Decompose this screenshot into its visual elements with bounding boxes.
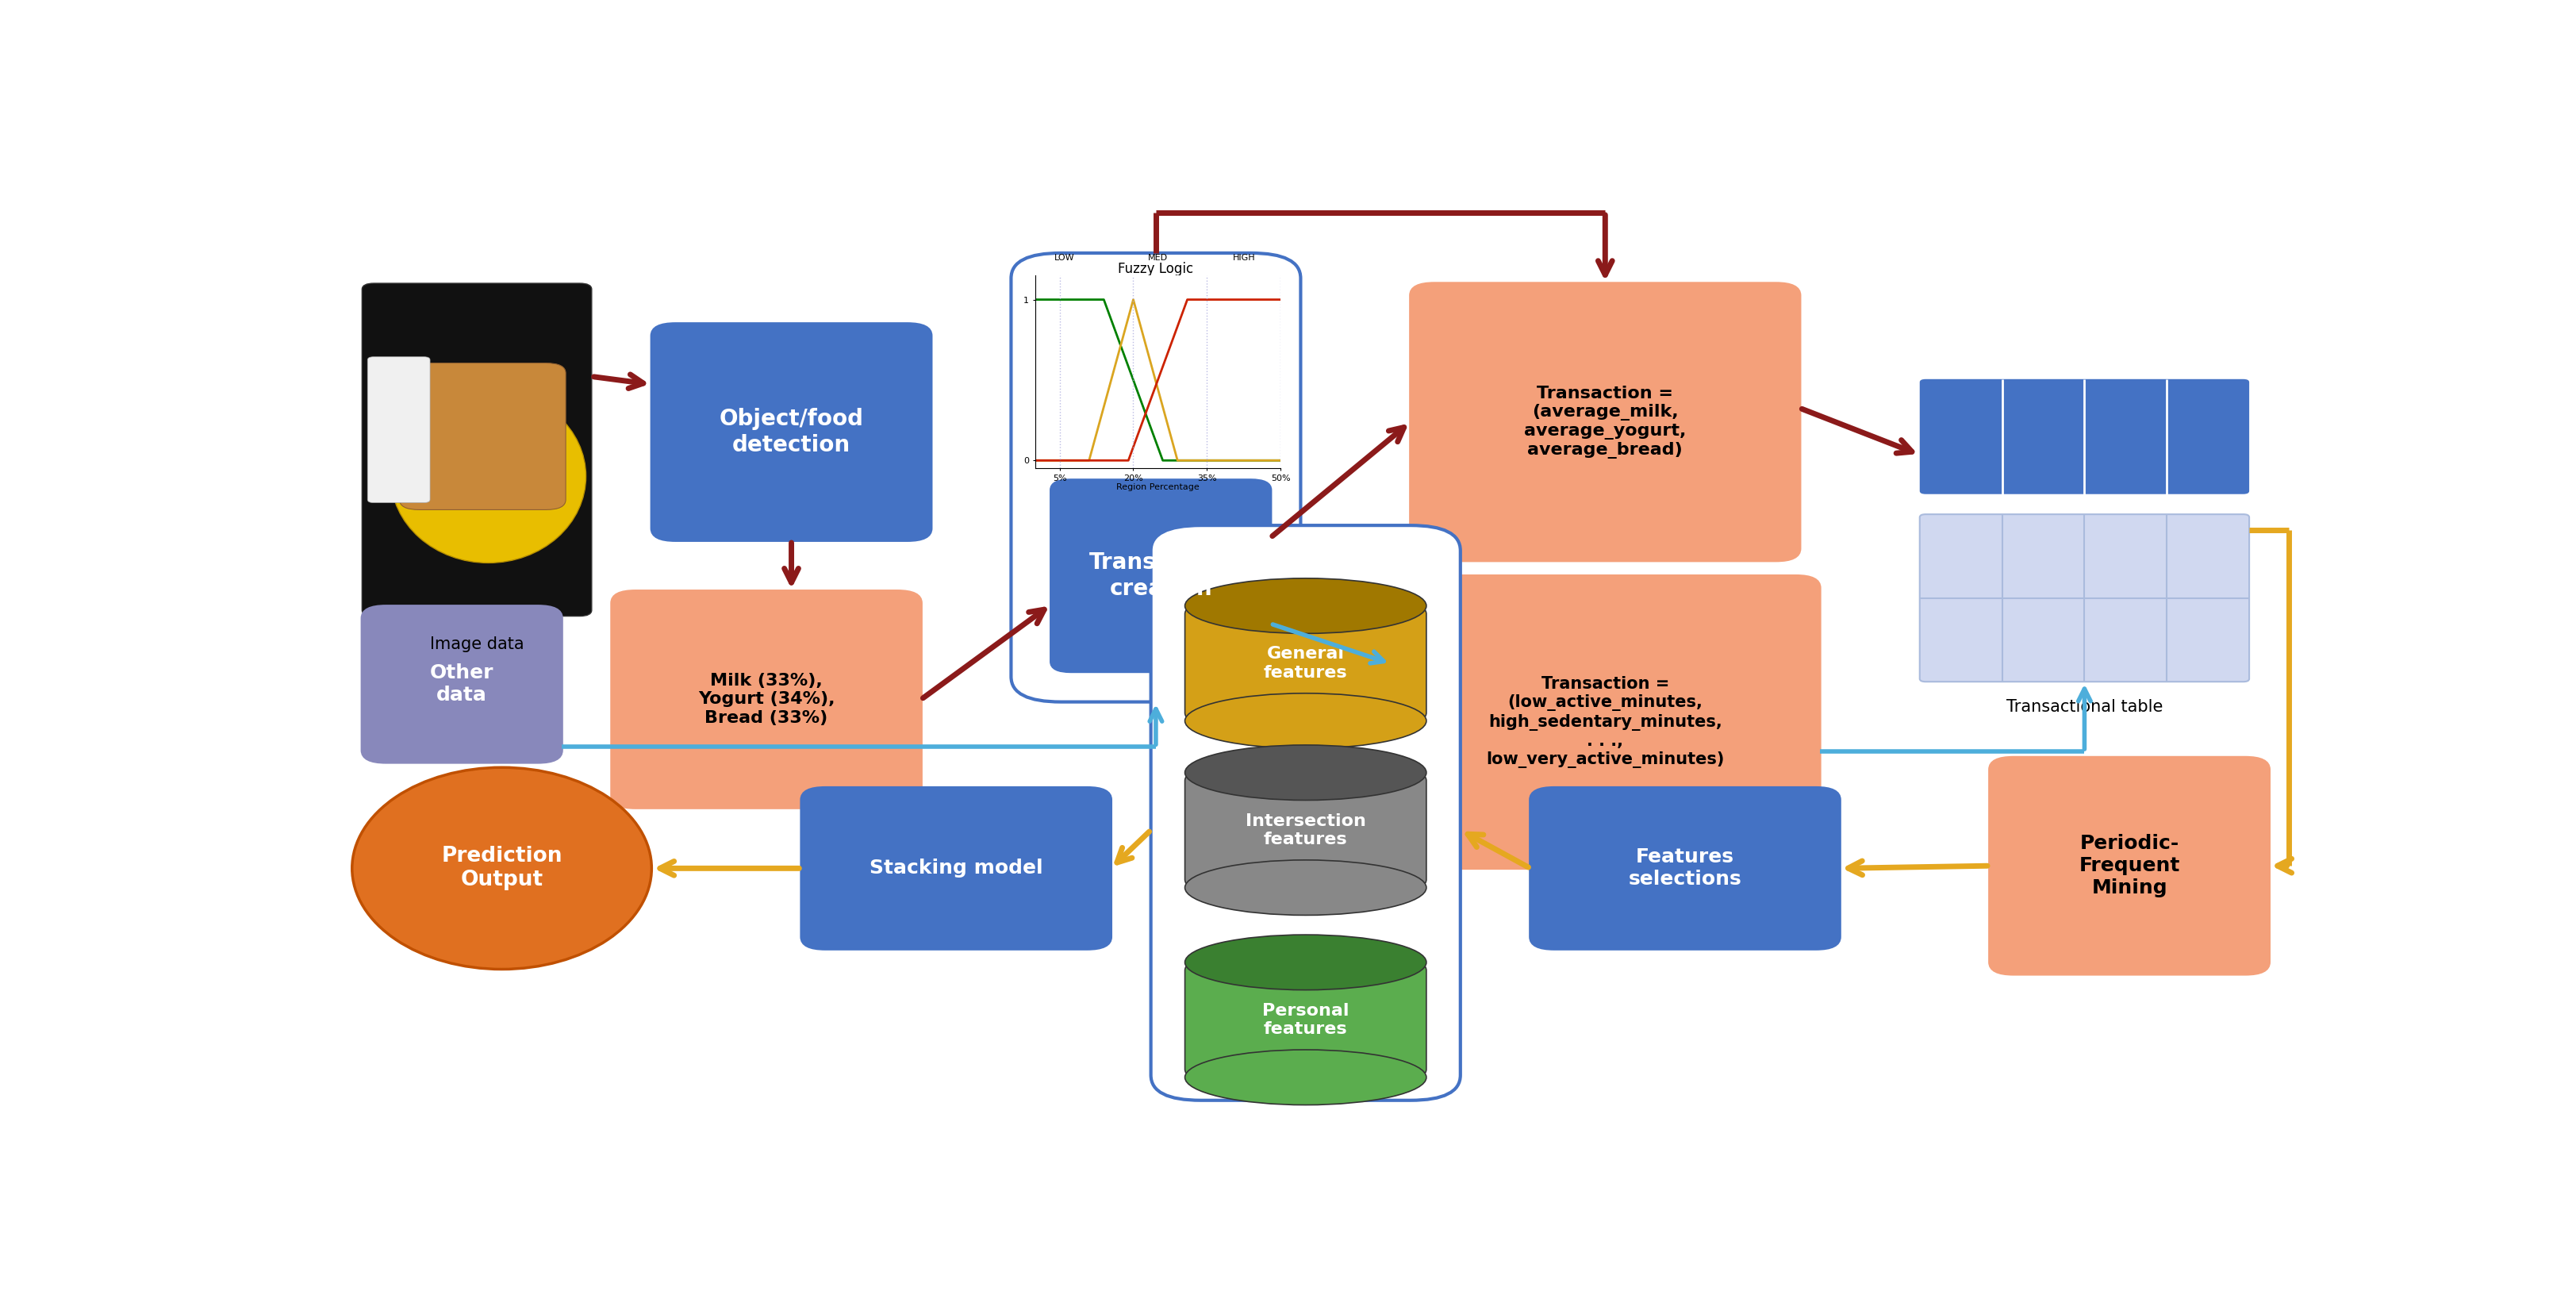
FancyBboxPatch shape <box>1185 605 1427 721</box>
FancyBboxPatch shape <box>361 607 562 762</box>
FancyBboxPatch shape <box>1919 515 2249 681</box>
Ellipse shape <box>392 390 585 563</box>
Text: Transaction
creation: Transaction creation <box>1090 552 1231 600</box>
FancyBboxPatch shape <box>1185 773 1427 888</box>
Text: General
features: General features <box>1262 646 1347 680</box>
Text: Other
data: Other data <box>430 664 495 705</box>
Ellipse shape <box>1185 693 1427 748</box>
Text: Image data: Image data <box>430 637 523 652</box>
Text: Intersection
features: Intersection features <box>1244 814 1365 848</box>
FancyBboxPatch shape <box>368 356 430 503</box>
Text: Transaction =
(low_active_minutes,
high_sedentary_minutes,
. . .,
low_very_activ: Transaction = (low_active_minutes, high_… <box>1486 676 1723 768</box>
Text: Transactional table: Transactional table <box>2007 700 2161 715</box>
Ellipse shape <box>1185 578 1427 634</box>
Text: Fuzzy Logic: Fuzzy Logic <box>1118 262 1193 276</box>
Ellipse shape <box>1185 935 1427 990</box>
Text: Transaction =
(average_milk,
average_yogurt,
average_bread): Transaction = (average_milk, average_yog… <box>1522 385 1685 458</box>
FancyBboxPatch shape <box>1391 576 1819 869</box>
FancyBboxPatch shape <box>1530 787 1839 948</box>
FancyBboxPatch shape <box>361 283 592 616</box>
FancyBboxPatch shape <box>1151 525 1461 1100</box>
FancyBboxPatch shape <box>611 591 922 808</box>
FancyBboxPatch shape <box>801 787 1110 948</box>
Text: Milk (33%),
Yogurt (34%),
Bread (33%): Milk (33%), Yogurt (34%), Bread (33%) <box>698 673 835 726</box>
FancyBboxPatch shape <box>1185 963 1427 1077</box>
FancyBboxPatch shape <box>399 363 567 510</box>
FancyBboxPatch shape <box>1919 379 2249 494</box>
Text: Stacking model: Stacking model <box>868 859 1043 878</box>
FancyBboxPatch shape <box>1051 479 1270 672</box>
Ellipse shape <box>1185 859 1427 916</box>
Text: Object/food
detection: Object/food detection <box>719 409 863 456</box>
Ellipse shape <box>1185 745 1427 800</box>
FancyBboxPatch shape <box>1989 757 2269 975</box>
Text: Features
selections: Features selections <box>1628 848 1741 889</box>
Ellipse shape <box>1185 1049 1427 1104</box>
FancyBboxPatch shape <box>1409 283 1798 561</box>
FancyBboxPatch shape <box>652 324 930 541</box>
Text: Periodic-
Frequent
Mining: Periodic- Frequent Mining <box>2079 834 2179 897</box>
Text: Personal
features: Personal features <box>1262 1002 1350 1038</box>
FancyBboxPatch shape <box>1010 253 1301 702</box>
Ellipse shape <box>353 768 652 969</box>
Text: Prediction
Output: Prediction Output <box>440 846 562 891</box>
